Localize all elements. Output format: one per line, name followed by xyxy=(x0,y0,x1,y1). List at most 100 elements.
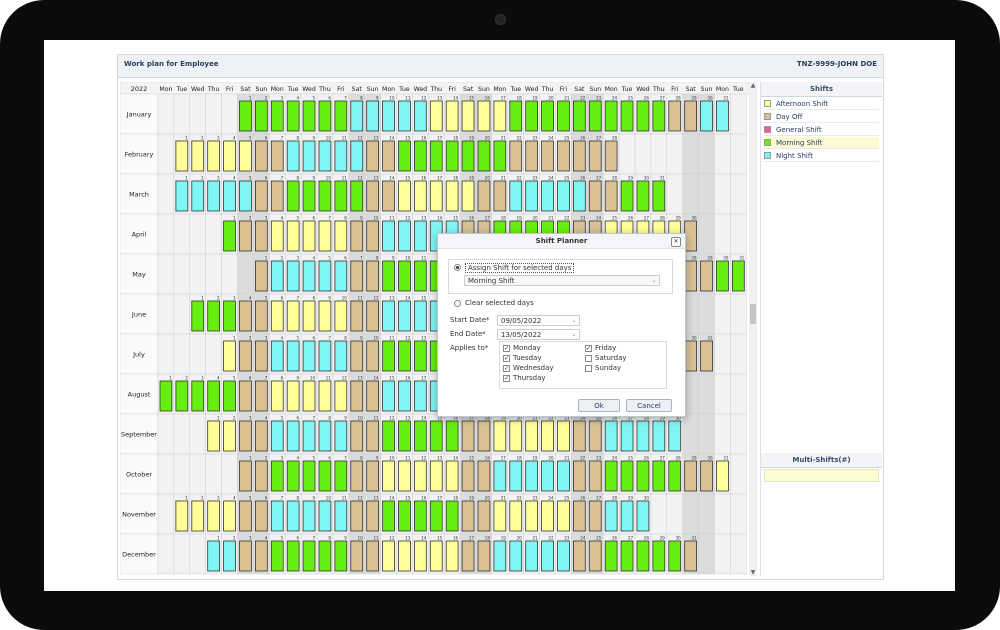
shift-block[interactable] xyxy=(286,220,300,252)
shift-block[interactable] xyxy=(223,140,236,172)
shift-block[interactable] xyxy=(398,260,411,292)
shift-block[interactable] xyxy=(286,340,300,372)
shift-block[interactable] xyxy=(302,140,316,172)
day-cell[interactable] xyxy=(157,413,175,455)
day-cell[interactable] xyxy=(730,173,747,215)
shift-block[interactable] xyxy=(286,180,300,212)
shift-block[interactable] xyxy=(398,100,411,132)
weekday-checkbox[interactable]: ✓ xyxy=(503,355,510,362)
shift-block[interactable] xyxy=(254,340,268,372)
shift-block[interactable] xyxy=(366,340,379,372)
shift-block[interactable] xyxy=(636,420,650,452)
shift-block[interactable] xyxy=(652,420,666,452)
shift-block[interactable] xyxy=(334,460,348,492)
shift-block[interactable] xyxy=(541,500,554,532)
shift-block[interactable] xyxy=(477,180,491,212)
shift-block[interactable] xyxy=(620,540,634,572)
assign-label[interactable]: Assign Shift for selected days xyxy=(465,263,575,273)
shift-block[interactable] xyxy=(588,500,602,532)
shift-block[interactable] xyxy=(302,340,316,372)
day-cell[interactable] xyxy=(205,93,222,135)
shift-block[interactable] xyxy=(525,540,539,572)
shift-block[interactable] xyxy=(461,420,475,452)
shift-block[interactable] xyxy=(461,540,475,572)
day-cell[interactable] xyxy=(666,493,683,535)
shift-block[interactable] xyxy=(318,100,332,132)
shift-block[interactable] xyxy=(493,140,507,172)
day-cell[interactable] xyxy=(157,213,175,255)
shift-block[interactable] xyxy=(429,500,443,532)
day-cell[interactable] xyxy=(221,253,238,295)
shift-block[interactable] xyxy=(350,180,364,212)
shift-block[interactable] xyxy=(382,100,395,132)
shift-block[interactable] xyxy=(413,460,427,492)
shift-block[interactable] xyxy=(668,100,682,132)
shift-block[interactable] xyxy=(270,460,284,492)
shift-block[interactable] xyxy=(572,100,586,132)
shift-block[interactable] xyxy=(413,420,427,452)
day-cell[interactable] xyxy=(157,133,175,175)
legend-item[interactable]: Night Shift xyxy=(764,150,879,162)
shift-block[interactable] xyxy=(445,100,459,132)
shift-block[interactable] xyxy=(572,460,586,492)
day-cell[interactable] xyxy=(714,173,731,215)
shift-block[interactable] xyxy=(286,420,300,452)
shift-block[interactable] xyxy=(398,220,411,252)
shift-block[interactable] xyxy=(270,140,284,172)
shift-block[interactable] xyxy=(334,300,348,332)
shift-block[interactable] xyxy=(509,180,523,212)
day-cell[interactable] xyxy=(714,533,731,575)
weekday-checkbox[interactable]: ✓ xyxy=(503,365,510,372)
shift-block[interactable] xyxy=(239,540,252,572)
shift-block[interactable] xyxy=(302,500,316,532)
day-cell[interactable] xyxy=(173,453,191,495)
shift-block[interactable] xyxy=(366,540,379,572)
shift-block[interactable] xyxy=(652,100,666,132)
shift-block[interactable] xyxy=(382,380,395,412)
shift-block[interactable] xyxy=(588,420,602,452)
shift-block[interactable] xyxy=(557,540,570,572)
day-cell[interactable] xyxy=(205,253,222,295)
day-cell[interactable] xyxy=(698,493,715,535)
day-cell[interactable] xyxy=(173,333,191,375)
shift-block[interactable] xyxy=(366,180,379,212)
shift-block[interactable] xyxy=(350,300,364,332)
shift-block[interactable] xyxy=(270,220,284,252)
scrollbar-thumb[interactable] xyxy=(750,304,756,324)
shift-block[interactable] xyxy=(286,460,300,492)
shift-block[interactable] xyxy=(588,540,602,572)
shift-block[interactable] xyxy=(254,380,268,412)
shift-block[interactable] xyxy=(350,260,364,292)
day-cell[interactable] xyxy=(682,173,699,215)
shift-block[interactable] xyxy=(429,460,443,492)
shift-block[interactable] xyxy=(223,420,236,452)
day-cell[interactable] xyxy=(698,413,715,455)
shift-block[interactable] xyxy=(413,340,427,372)
shift-block[interactable] xyxy=(350,380,364,412)
shift-block[interactable] xyxy=(716,460,729,492)
shift-block[interactable] xyxy=(302,260,316,292)
shift-block[interactable] xyxy=(350,500,364,532)
shift-block[interactable] xyxy=(382,500,395,532)
day-cell[interactable] xyxy=(698,133,715,175)
shift-block[interactable] xyxy=(334,140,348,172)
shift-block[interactable] xyxy=(413,540,427,572)
shift-block[interactable] xyxy=(382,340,395,372)
shift-block[interactable] xyxy=(541,540,554,572)
shift-block[interactable] xyxy=(684,100,698,132)
day-cell[interactable] xyxy=(714,413,731,455)
shift-block[interactable] xyxy=(477,140,491,172)
shift-block[interactable] xyxy=(286,500,300,532)
shift-block[interactable] xyxy=(429,420,443,452)
day-cell[interactable] xyxy=(730,93,747,135)
shift-block[interactable] xyxy=(382,300,395,332)
scroll-up-icon[interactable]: ▲ xyxy=(750,82,756,89)
shift-block[interactable] xyxy=(461,500,475,532)
shift-block[interactable] xyxy=(636,540,650,572)
shift-block[interactable] xyxy=(684,460,698,492)
day-cell[interactable] xyxy=(682,413,699,455)
shift-block[interactable] xyxy=(541,180,554,212)
weekday-checkbox[interactable]: ✓ xyxy=(503,375,510,382)
shift-block[interactable] xyxy=(239,300,252,332)
shift-block[interactable] xyxy=(270,340,284,372)
